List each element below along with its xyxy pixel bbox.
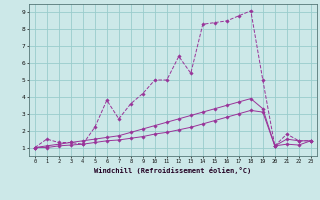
X-axis label: Windchill (Refroidissement éolien,°C): Windchill (Refroidissement éolien,°C) [94, 167, 252, 174]
